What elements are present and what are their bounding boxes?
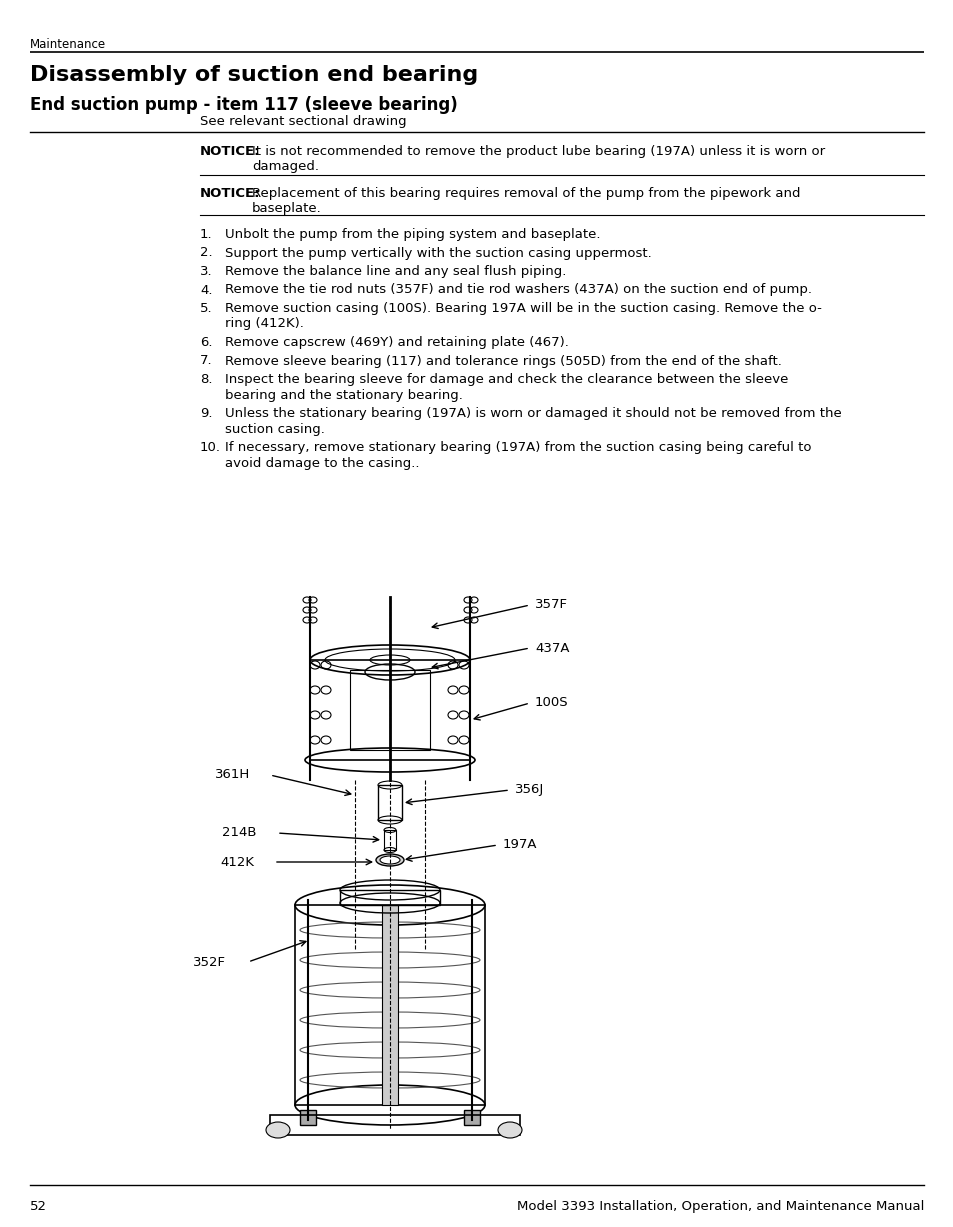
Text: 7.: 7.	[200, 355, 213, 368]
Bar	[270, 1115, 519, 1135]
Ellipse shape	[379, 856, 399, 864]
Text: If necessary, remove stationary bearing (197A) from the suction casing being car: If necessary, remove stationary bearing …	[225, 440, 811, 454]
Text: Replacement of this bearing requires removal of the pump from the pipework and
b: Replacement of this bearing requires rem…	[252, 187, 800, 215]
Text: End suction pump - item 117 (sleeve bearing): End suction pump - item 117 (sleeve bear…	[30, 96, 457, 114]
Text: Model 3393 Installation, Operation, and Maintenance Manual: Model 3393 Installation, Operation, and …	[517, 1200, 923, 1214]
Text: Remove suction casing (100S). Bearing 197A will be in the suction casing. Remove: Remove suction casing (100S). Bearing 19…	[225, 302, 821, 315]
Text: Remove the tie rod nuts (357F) and tie rod washers (437A) on the suction end of : Remove the tie rod nuts (357F) and tie r…	[225, 283, 811, 297]
Text: Remove the balance line and any seal flush piping.: Remove the balance line and any seal flu…	[225, 265, 566, 279]
Text: Inspect the bearing sleeve for damage and check the clearance between the sleeve: Inspect the bearing sleeve for damage an…	[225, 373, 787, 387]
Bar	[463, 1110, 479, 1125]
Text: 9.: 9.	[200, 407, 213, 420]
Ellipse shape	[266, 1121, 290, 1137]
Text: Remove sleeve bearing (117) and tolerance rings (505D) from the end of the shaft: Remove sleeve bearing (117) and toleranc…	[225, 355, 781, 368]
Text: 100S: 100S	[535, 697, 568, 709]
Text: Maintenance: Maintenance	[30, 38, 106, 52]
Text: Remove capscrew (469Y) and retaining plate (467).: Remove capscrew (469Y) and retaining pla…	[225, 336, 568, 348]
Text: 437A: 437A	[535, 642, 569, 654]
Text: 8.: 8.	[200, 373, 213, 387]
Text: 3.: 3.	[200, 265, 213, 279]
Text: It is not recommended to remove the product lube bearing (197A) unless it is wor: It is not recommended to remove the prod…	[252, 145, 824, 173]
Text: 361H: 361H	[214, 768, 250, 782]
Text: 214B: 214B	[222, 827, 256, 839]
Text: Disassembly of suction end bearing: Disassembly of suction end bearing	[30, 65, 477, 85]
Text: 197A: 197A	[502, 838, 537, 852]
Text: 52: 52	[30, 1200, 47, 1214]
Ellipse shape	[375, 854, 403, 866]
Text: Unless the stationary bearing (197A) is worn or damaged it should not be removed: Unless the stationary bearing (197A) is …	[225, 407, 841, 420]
Text: avoid damage to the casing..: avoid damage to the casing..	[225, 456, 419, 470]
Bar	[350, 670, 430, 750]
Bar	[299, 1110, 315, 1125]
Ellipse shape	[497, 1121, 521, 1137]
Text: 352F: 352F	[193, 956, 226, 968]
Text: NOTICE:: NOTICE:	[200, 145, 260, 158]
Text: NOTICE:: NOTICE:	[200, 187, 260, 200]
Bar	[381, 906, 397, 1106]
Text: 412K: 412K	[220, 855, 253, 869]
Bar	[294, 906, 484, 1106]
Text: 6.: 6.	[200, 336, 213, 348]
Text: Unbolt the pump from the piping system and baseplate.: Unbolt the pump from the piping system a…	[225, 228, 599, 240]
Text: Support the pump vertically with the suction casing uppermost.: Support the pump vertically with the suc…	[225, 247, 651, 259]
Text: 356J: 356J	[515, 784, 543, 796]
Text: ring (412K).: ring (412K).	[225, 318, 304, 330]
Bar	[384, 829, 395, 850]
Text: See relevant sectional drawing: See relevant sectional drawing	[200, 115, 406, 128]
Bar	[310, 660, 470, 760]
Text: 2.: 2.	[200, 247, 213, 259]
Bar	[377, 785, 401, 820]
Text: 357F: 357F	[535, 599, 567, 611]
Text: 10.: 10.	[200, 440, 221, 454]
Text: 5.: 5.	[200, 302, 213, 315]
Text: suction casing.: suction casing.	[225, 422, 325, 436]
Text: 4.: 4.	[200, 283, 213, 297]
Text: bearing and the stationary bearing.: bearing and the stationary bearing.	[225, 389, 462, 401]
Text: 1.: 1.	[200, 228, 213, 240]
Bar	[339, 890, 439, 906]
